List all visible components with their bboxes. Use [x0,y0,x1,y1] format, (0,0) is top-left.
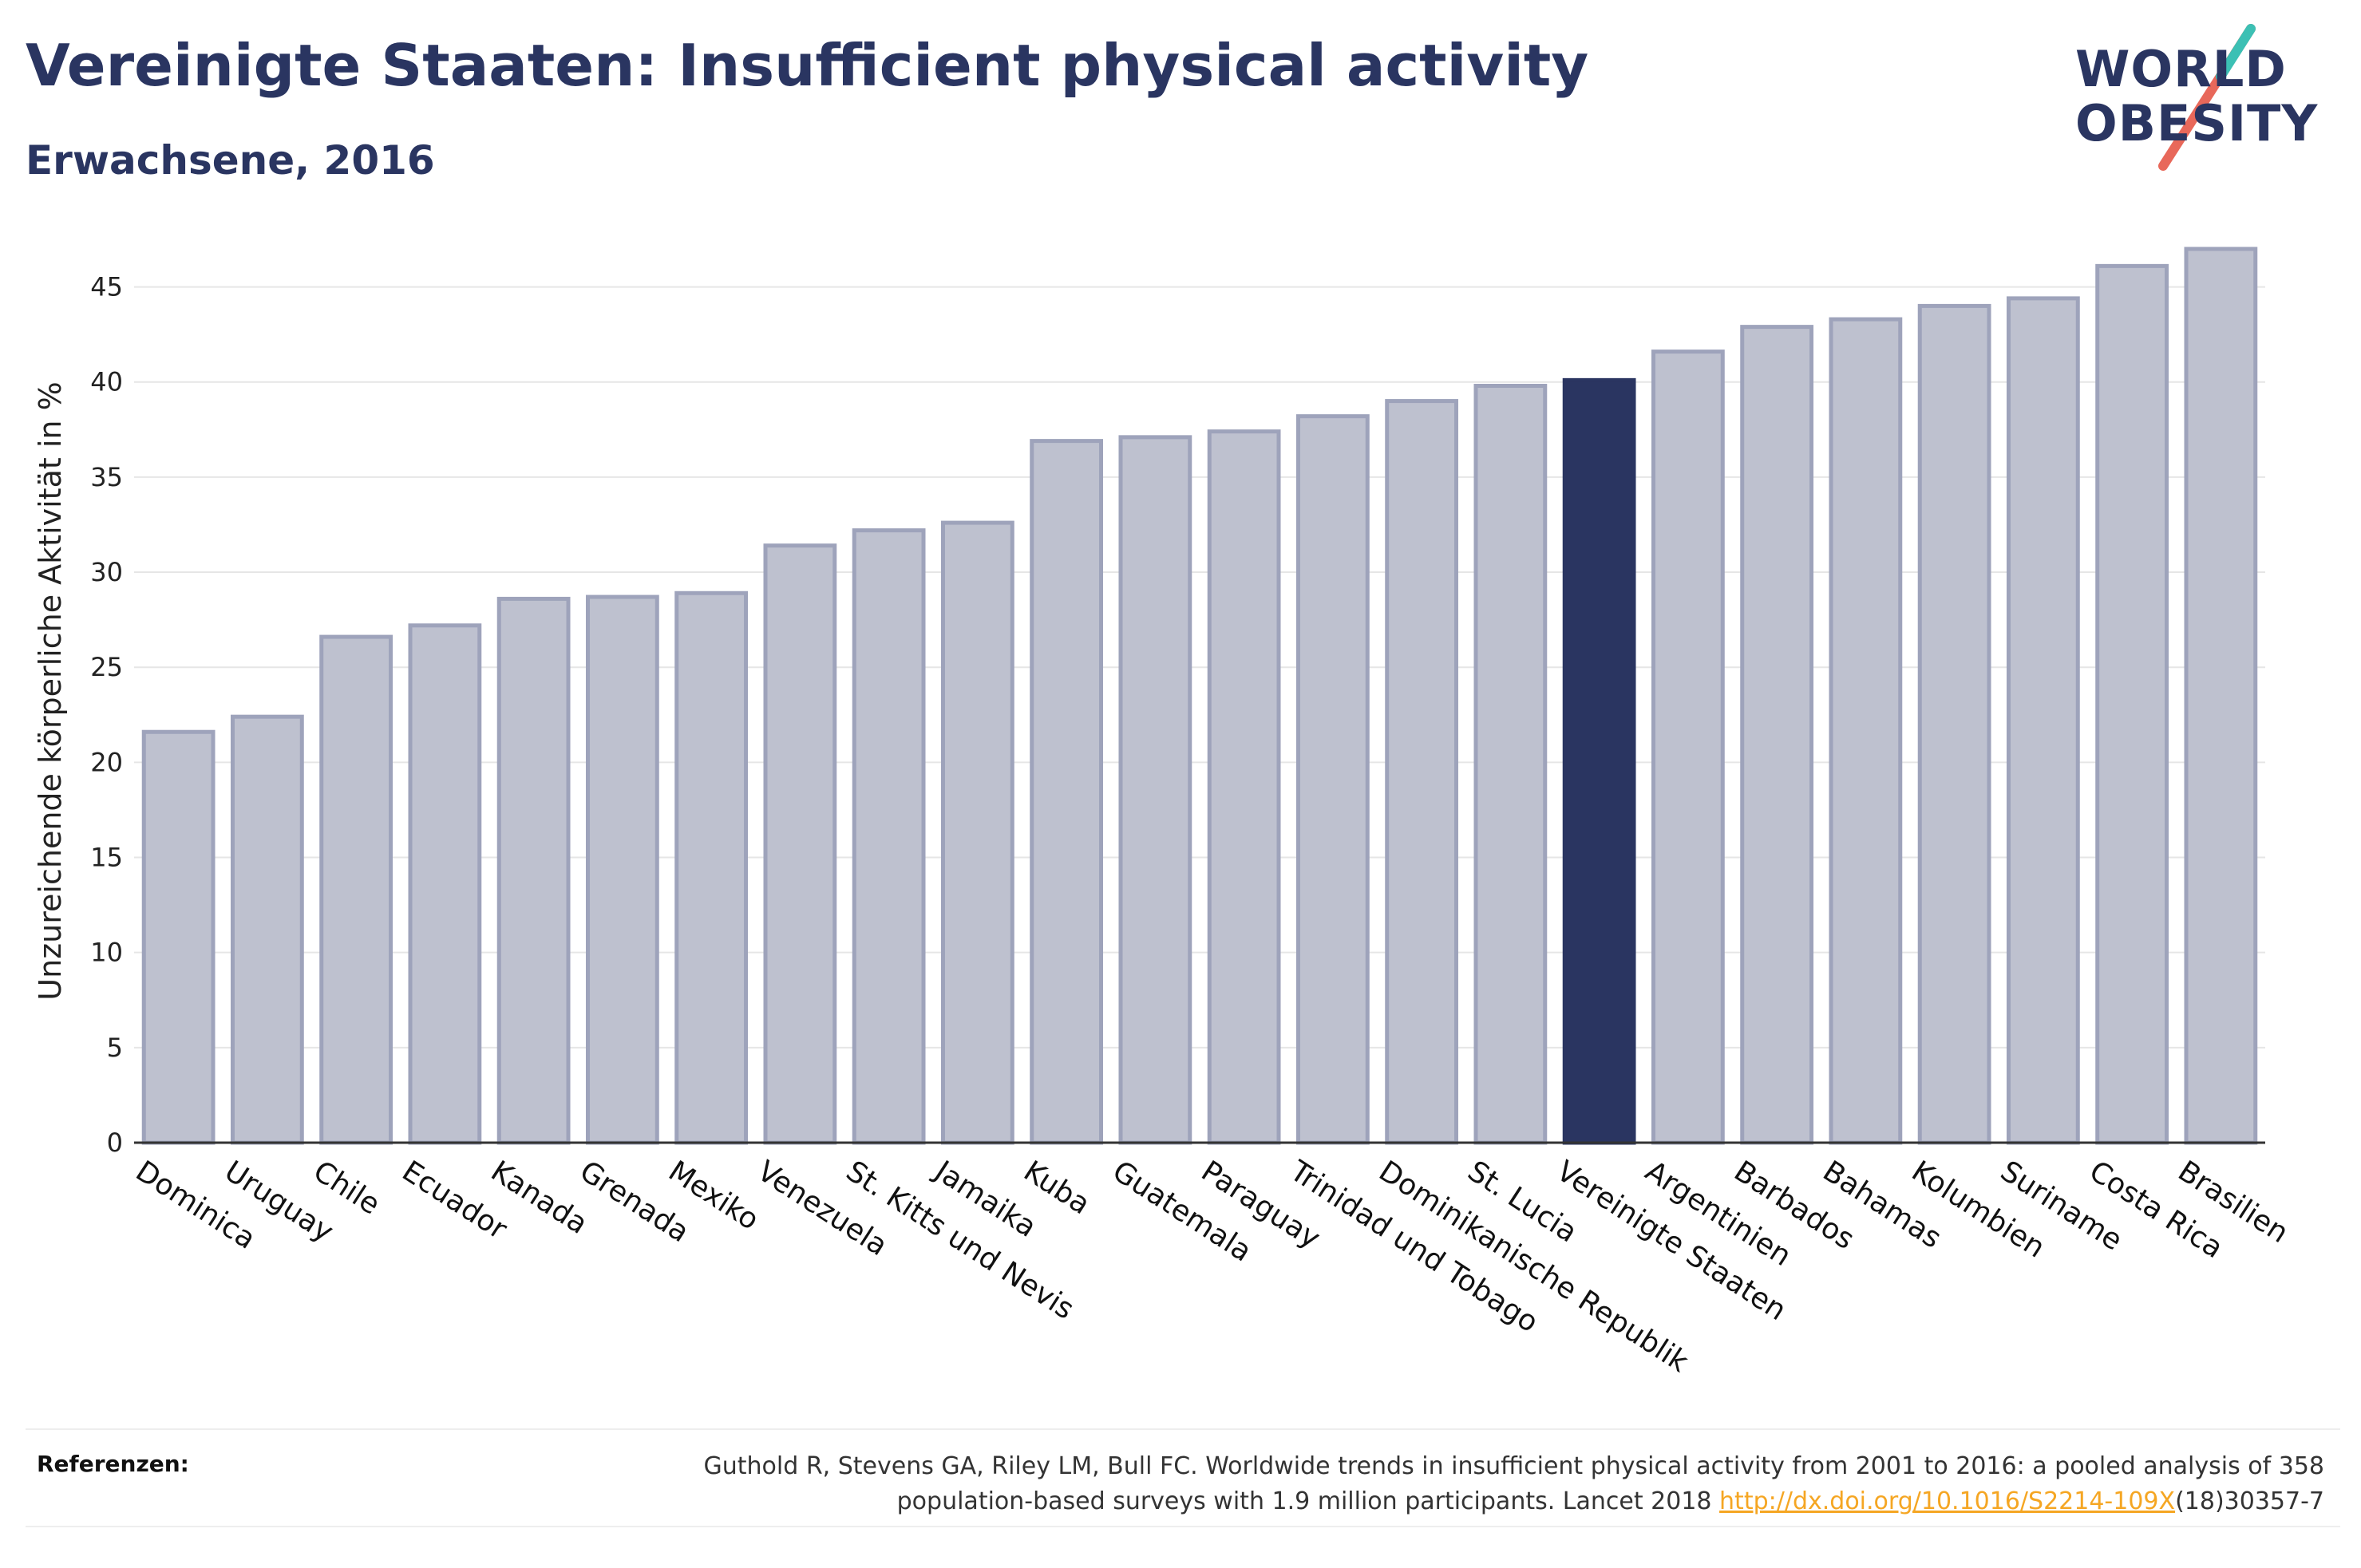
bar [230,714,304,1145]
y-tick-label: 10 [90,938,123,968]
bar [408,623,482,1145]
bar [319,634,394,1145]
bar [852,528,926,1145]
chart-subtitle: Erwachsene, 2016 [26,137,435,184]
bar [1385,399,1459,1145]
references-line-2-prefix: population-based surveys with 1.9 millio… [896,1487,1720,1515]
y-tick-label: 15 [90,843,123,873]
bar-chart: 0 5 10 15 20 25 30 35 40 45 Unzureichende körperli… [33,247,2294,1379]
bar [1917,303,1991,1145]
bar [585,594,659,1145]
bar [2184,247,2258,1145]
bar [1651,350,1725,1145]
y-tick-label: 40 [90,367,123,397]
logo-text-obesity: OBESITY [2075,94,2319,152]
bar [1740,325,1814,1145]
y-tick-label: 20 [90,747,123,777]
references-text: Guthold R, Stevens GA, Riley LM, Bull FC… [488,1449,2324,1519]
doi-link[interactable]: http://dx.doi.org/10.1016/S2214-109X [1719,1487,2176,1515]
chart-title: Vereinigte Staaten: Insufficient physica… [26,32,1589,99]
bar [674,590,749,1145]
bar [1295,414,1370,1145]
logo-text-world: WORLD [2075,40,2287,98]
world-obesity-logo: WORLD OBESITY [2075,24,2347,176]
y-tick-label: 25 [90,652,123,682]
footer-divider-top [26,1428,2340,1430]
bar [2095,263,2169,1145]
references-line-1: Guthold R, Stevens GA, Riley LM, Bull FC… [703,1452,2324,1480]
bar [1562,377,1636,1145]
bar [496,596,571,1145]
references-line-2-suffix: (18)30357-7 [2175,1487,2324,1515]
bar [1207,429,1281,1145]
y-tick-label: 45 [90,272,123,302]
y-axis-label: Unzureichende körperliche Aktivität in % [33,381,68,1000]
bar [1473,384,1548,1145]
logo-slash-icon [2158,24,2256,171]
bar [763,543,837,1145]
y-tick-label: 0 [107,1128,123,1158]
references-line-2: population-based surveys with 1.9 millio… [488,1484,2324,1519]
footer-divider-bottom [26,1526,2340,1527]
y-tick-label: 30 [90,557,123,587]
bar [1030,439,1104,1145]
bar [1829,317,1903,1145]
bar [940,520,1014,1145]
bar [141,729,216,1145]
bar [1118,435,1192,1145]
references-label: Referenzen: [37,1451,189,1477]
y-tick-label: 5 [107,1033,123,1063]
y-tick-label: 35 [90,462,123,492]
bar [2006,296,2080,1145]
